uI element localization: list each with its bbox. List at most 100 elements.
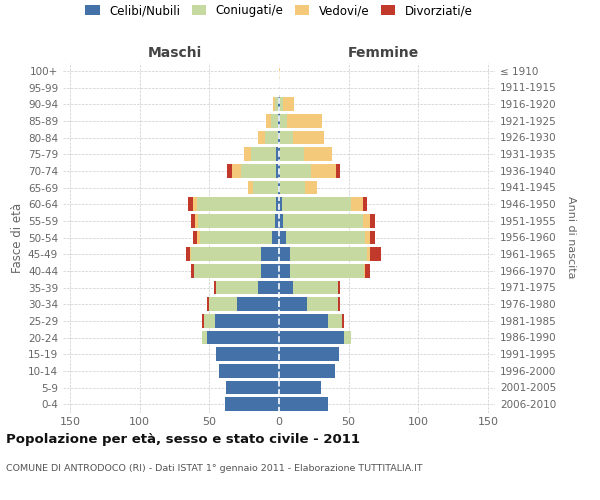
Bar [336,164,340,177]
Bar [280,114,287,128]
Text: COMUNE DI ANTRODOCO (RI) - Dati ISTAT 1° gennaio 2011 - Elaborazione TUTTITALIA.: COMUNE DI ANTRODOCO (RI) - Dati ISTAT 1°… [6,464,422,473]
Bar [215,314,279,328]
Bar [367,248,370,261]
Bar [266,114,271,128]
Bar [279,380,321,394]
Bar [226,380,279,394]
Bar [370,214,375,228]
Bar [352,198,362,211]
Bar [279,398,328,411]
Bar [279,64,280,78]
Bar [370,230,375,244]
Bar [191,248,261,261]
Bar [283,98,295,111]
Bar [275,214,279,228]
Bar [338,298,340,311]
Bar [283,214,362,228]
Bar [344,330,352,344]
Bar [311,164,336,177]
Bar [232,164,241,177]
Bar [338,280,340,294]
Bar [241,164,276,177]
Bar [196,214,198,228]
Bar [197,198,276,211]
Bar [293,130,323,144]
Bar [279,114,280,128]
Bar [193,198,197,211]
Bar [362,198,367,211]
Bar [206,330,279,344]
Bar [258,130,265,144]
Bar [279,214,283,228]
Bar [293,280,338,294]
Bar [251,148,276,161]
Legend: Celibi/Nubili, Coniugati/e, Vedovi/e, Divorziati/e: Celibi/Nubili, Coniugati/e, Vedovi/e, Di… [83,2,475,20]
Bar [279,280,293,294]
Bar [258,280,279,294]
Bar [237,298,279,311]
Bar [272,230,279,244]
Bar [279,148,280,161]
Bar [279,98,280,111]
Bar [287,114,322,128]
Text: Maschi: Maschi [148,46,202,60]
Bar [328,314,342,328]
Bar [305,180,317,194]
Bar [282,198,352,211]
Text: Femmine: Femmine [348,46,419,60]
Bar [244,148,251,161]
Bar [278,130,279,144]
Bar [290,264,364,278]
Bar [279,348,339,361]
Bar [279,364,335,378]
Bar [279,330,344,344]
Bar [200,230,272,244]
Bar [276,148,279,161]
Bar [280,180,305,194]
Bar [278,180,279,194]
Bar [280,98,283,111]
Bar [276,164,279,177]
Bar [261,248,279,261]
Bar [191,214,196,228]
Bar [197,230,200,244]
Bar [280,130,293,144]
Bar [280,148,304,161]
Bar [279,298,307,311]
Y-axis label: Anni di nascita: Anni di nascita [566,196,576,278]
Bar [365,264,370,278]
Bar [191,264,194,278]
Bar [261,264,279,278]
Bar [342,314,344,328]
Bar [227,164,232,177]
Bar [279,264,290,278]
Bar [224,398,279,411]
Bar [216,280,258,294]
Bar [370,248,381,261]
Bar [279,180,280,194]
Bar [198,214,275,228]
Bar [265,130,278,144]
Bar [194,264,261,278]
Bar [275,98,278,111]
Bar [279,198,282,211]
Bar [278,114,279,128]
Bar [307,298,338,311]
Bar [304,148,332,161]
Bar [193,230,197,244]
Bar [190,248,191,261]
Bar [365,230,370,244]
Bar [214,280,216,294]
Bar [202,314,204,328]
Text: Popolazione per età, sesso e stato civile - 2011: Popolazione per età, sesso e stato civil… [6,432,360,446]
Bar [279,248,290,261]
Bar [209,298,237,311]
Y-axis label: Fasce di età: Fasce di età [11,202,24,272]
Bar [219,364,279,378]
Bar [279,314,328,328]
Bar [274,98,275,111]
Bar [188,198,193,211]
Bar [216,348,279,361]
Bar [279,164,280,177]
Bar [279,230,286,244]
